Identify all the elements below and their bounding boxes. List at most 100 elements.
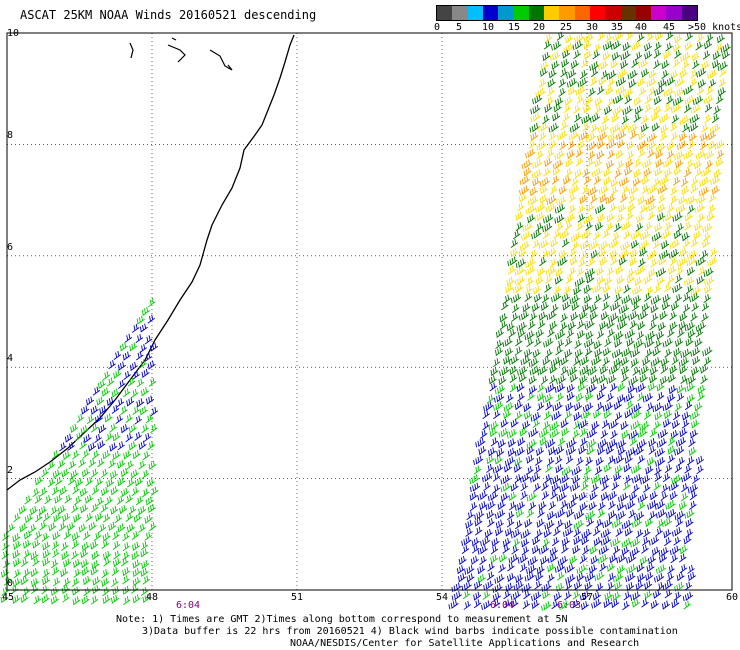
wind-barb	[530, 131, 539, 141]
wind-barb	[573, 535, 582, 545]
wind-barb	[662, 293, 671, 303]
wind-barb	[578, 419, 589, 430]
wind-barb	[591, 167, 603, 178]
wind-barb	[666, 141, 676, 151]
wind-barb	[574, 580, 583, 590]
wind-barb	[536, 401, 545, 412]
wind-barb	[127, 377, 136, 387]
wind-barb	[551, 303, 559, 313]
wind-barb	[597, 213, 606, 223]
wind-barb	[614, 222, 622, 233]
wind-barb	[492, 463, 504, 474]
wind-barb	[503, 355, 512, 365]
wind-barb	[32, 557, 40, 567]
wind-barb	[557, 130, 568, 141]
wind-barb	[719, 67, 727, 77]
wind-barb	[112, 450, 121, 460]
wind-barb	[498, 553, 507, 563]
wind-barb	[515, 411, 523, 421]
wind-barb	[684, 104, 692, 114]
wind-barb	[141, 559, 150, 570]
wind-barb	[616, 553, 627, 564]
wind-barb	[12, 533, 21, 543]
wind-barb	[695, 328, 704, 338]
wind-barb	[523, 402, 532, 412]
wind-barb	[147, 441, 155, 451]
wind-barb	[617, 68, 628, 79]
wind-barb	[545, 438, 556, 449]
wind-barb	[602, 347, 611, 357]
wind-barb	[607, 491, 618, 501]
wind-barb	[644, 50, 653, 60]
wind-barb	[665, 31, 674, 41]
colorbar-labels: 0 5 10 15 20 25 30 35 40 45 >50 knots	[430, 22, 740, 34]
wind-barb	[621, 365, 630, 375]
wind-barb	[577, 382, 586, 392]
wind-barb	[707, 256, 718, 267]
wind-barb	[617, 312, 628, 323]
wind-barb	[645, 330, 656, 341]
wind-barb	[682, 292, 691, 303]
wind-barb	[628, 194, 636, 204]
wind-barb	[667, 373, 676, 383]
wind-barb	[514, 400, 523, 410]
wind-barb	[585, 347, 593, 357]
wind-barb	[601, 70, 609, 80]
wind-barb	[80, 425, 89, 435]
wind-barb	[658, 256, 667, 266]
wind-barb	[669, 321, 678, 331]
wind-barb	[578, 356, 590, 366]
wind-barb	[518, 373, 527, 383]
colorbar-swatch	[482, 6, 499, 20]
wind-barb	[671, 527, 683, 537]
wind-barb	[659, 175, 670, 186]
wind-barb	[525, 148, 536, 159]
wind-barb	[78, 523, 87, 533]
wind-barb	[132, 577, 141, 587]
colorbar-swatch	[589, 6, 606, 20]
wind-barb	[122, 567, 131, 577]
wind-barb	[621, 220, 632, 231]
wind-barb	[81, 405, 90, 415]
wind-barb	[679, 428, 688, 438]
wind-barb	[649, 374, 658, 384]
wind-barb	[530, 412, 541, 422]
wind-barb	[621, 294, 632, 305]
wind-barb	[91, 485, 100, 495]
wind-barb	[560, 121, 568, 131]
wind-barb	[22, 539, 32, 549]
wind-barb	[624, 95, 632, 105]
wind-barb	[694, 402, 703, 412]
wind-barb	[648, 535, 660, 546]
wind-barb	[513, 230, 521, 240]
island-outline	[171, 37, 177, 41]
wind-barb	[535, 202, 546, 213]
wind-barb	[668, 265, 677, 275]
wind-barb	[669, 545, 681, 556]
wind-barb	[638, 258, 646, 268]
wind-barb	[679, 312, 688, 322]
wind-barb	[586, 141, 597, 151]
wind-barb	[543, 167, 551, 177]
wind-barb	[543, 213, 554, 224]
wind-barb	[697, 79, 707, 89]
wind-barb	[556, 392, 564, 402]
wind-barb	[714, 139, 725, 150]
wind-barb	[83, 531, 91, 541]
wind-barb	[612, 94, 624, 105]
wind-barb	[655, 564, 667, 574]
wind-barb	[678, 195, 687, 205]
wind-barb	[545, 401, 553, 411]
wind-barb	[471, 544, 480, 554]
wind-barb	[512, 303, 520, 314]
wind-barb	[621, 115, 630, 125]
wind-barb	[510, 238, 519, 249]
wind-barb	[699, 176, 710, 187]
wind-barb	[573, 519, 584, 530]
wind-barb	[662, 580, 673, 591]
wind-barb	[654, 447, 665, 458]
wind-barb	[52, 531, 61, 541]
wind-barb	[504, 347, 514, 357]
wind-barb	[534, 211, 545, 222]
wind-barb	[492, 358, 501, 368]
